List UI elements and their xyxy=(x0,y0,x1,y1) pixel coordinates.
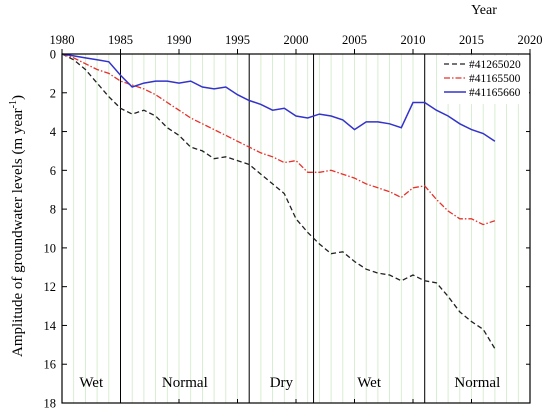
period-labels: Wet Normal Dry Wet Normal xyxy=(79,375,500,391)
minor-grid xyxy=(61,54,531,403)
period-label: Wet xyxy=(79,375,104,391)
y-tick-label: 2 xyxy=(50,86,56,100)
y-tick-label: 4 xyxy=(50,125,57,139)
series-lines xyxy=(61,53,496,350)
x-axis-label: Year xyxy=(471,3,497,18)
x-tick-label: 1980 xyxy=(50,33,75,47)
x-tick-label: 2005 xyxy=(342,33,367,47)
x-tick-label: 1985 xyxy=(108,33,133,47)
legend-label: #41165500 xyxy=(469,73,521,85)
x-tick-label: 1990 xyxy=(167,33,192,47)
y-tick-label: 14 xyxy=(44,319,57,333)
y-axis-label-close: ) xyxy=(10,95,26,100)
y-tick-label: 18 xyxy=(44,397,57,411)
period-label: Normal xyxy=(454,375,500,391)
y-axis-ticks: 0 2 4 6 8 10 12 14 16 18 xyxy=(44,48,530,411)
period-label: Normal xyxy=(162,375,208,391)
y-tick-label: 12 xyxy=(44,280,57,294)
legend-label: #41265020 xyxy=(469,59,521,71)
period-label: Wet xyxy=(357,375,382,391)
period-dividers xyxy=(120,54,426,403)
period-label: Dry xyxy=(270,375,294,391)
y-axis-label: Amplitude of groundwater levels (m year-… xyxy=(8,95,26,357)
y-tick-label: 6 xyxy=(50,164,56,178)
x-tick-label: 1995 xyxy=(225,33,250,47)
y-tick-label: 10 xyxy=(44,241,57,255)
series-line xyxy=(61,53,496,350)
y-axis-label-superscript: -1 xyxy=(8,100,19,108)
series-line xyxy=(61,53,496,142)
x-axis-ticks: 1980 1985 1990 1995 2000 2005 2010 2015 2020 xyxy=(50,33,543,403)
y-tick-label: 8 xyxy=(50,203,56,217)
x-tick-label: 2000 xyxy=(284,33,309,47)
x-tick-label: 2020 xyxy=(518,33,543,47)
legend-label: #41165660 xyxy=(469,87,521,99)
series-line xyxy=(61,53,496,226)
y-tick-label: 16 xyxy=(44,358,57,372)
x-tick-label: 2015 xyxy=(459,33,484,47)
x-tick-label: 2010 xyxy=(401,33,426,47)
y-axis-label-main: Amplitude of groundwater levels (m year xyxy=(10,108,26,357)
legend: #41265020 #41165500 #41165660 xyxy=(439,56,529,104)
y-tick-label: 0 xyxy=(50,48,56,62)
